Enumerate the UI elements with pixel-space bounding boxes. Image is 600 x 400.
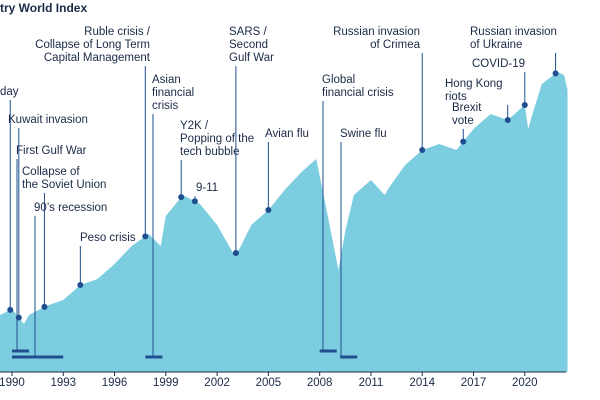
annotation-label: riots: [445, 91, 467, 103]
annotation: 90’s recession: [11, 202, 107, 359]
annotation-label: vote: [452, 115, 474, 127]
annotation-label: Second: [229, 39, 268, 51]
range-bar: [11, 349, 30, 353]
annotation-label: Collapse of: [22, 166, 80, 178]
annotation-label: Capital Management: [44, 52, 151, 64]
annotation-label: Popping of the: [180, 133, 254, 145]
chart-title: try World Index: [0, 1, 87, 15]
annotation-label: Collapse of Long Term: [35, 39, 150, 51]
event-dot: [552, 70, 559, 77]
event-dot: [521, 102, 528, 108]
annotation-label: COVID-19: [472, 58, 525, 70]
annotation: COVID-19: [472, 58, 528, 108]
x-tick-label: 1996: [102, 377, 128, 389]
event-dot: [191, 198, 198, 205]
range-bar: [11, 355, 64, 359]
annotation-label: Russian invasion: [333, 26, 420, 38]
event-dot: [77, 282, 84, 288]
annotation-label: 90’s recession: [34, 202, 107, 214]
annotation-label: Y2K /: [180, 120, 209, 132]
annotation-label: Russian invasion: [470, 26, 557, 38]
annotation: Peso crisis: [77, 232, 136, 288]
annotation-label: Avian flu: [265, 128, 309, 140]
event-dot: [7, 306, 14, 313]
annotation-label: SARS /: [229, 26, 268, 38]
x-tick-label: 2014: [409, 377, 435, 389]
event-dot: [504, 117, 511, 123]
x-tick-label: 2017: [461, 377, 487, 389]
annotation: 9-11: [191, 182, 218, 205]
x-tick-label: 1999: [153, 377, 179, 389]
annotation-label: day: [0, 86, 19, 98]
annotation-label: Asian: [152, 74, 181, 86]
x-tick-label: 2011: [359, 377, 384, 389]
annotation-label: of Crimea: [370, 39, 420, 51]
range-bar: [145, 355, 163, 359]
x-tick-label: 2008: [307, 377, 333, 389]
event-dot: [142, 233, 149, 240]
area: [0, 72, 568, 372]
annotation-label: Peso crisis: [80, 232, 136, 244]
annotation-label: the Soviet Union: [22, 179, 106, 191]
annotation: Kuwait invasion: [8, 114, 88, 321]
event-dot: [460, 138, 467, 145]
annotation-label: financial: [152, 87, 194, 99]
event-dot: [232, 250, 239, 256]
annotation-label: tech bubble: [180, 146, 239, 158]
annotation: day: [0, 86, 19, 313]
x-tick-label: 1993: [50, 377, 76, 389]
annotation-label: Ruble crisis /: [84, 26, 151, 38]
x-tick-label: 2020: [512, 377, 538, 389]
annotation-label: Gulf War: [229, 52, 274, 64]
x-tick-label: 2002: [204, 377, 230, 389]
annotation-label: Kuwait invasion: [8, 114, 88, 126]
annotation-label: First Gulf War: [16, 145, 87, 157]
annotation-label: Swine flu: [340, 128, 387, 140]
event-dot: [265, 207, 272, 213]
range-bar: [319, 349, 337, 353]
event-dot: [41, 303, 48, 310]
annotation-label: 9-11: [196, 182, 218, 194]
annotation: Avian flu: [265, 128, 309, 213]
annotation: Swine flu: [340, 128, 387, 359]
annotation-label: Brexit: [452, 102, 482, 114]
x-tick-label: 1990: [0, 377, 25, 389]
annotation-label: of Ukraine: [470, 39, 522, 51]
annotation: Ruble crisis /Collapse of Long TermCapit…: [35, 26, 151, 240]
annotation-label: Global: [322, 74, 355, 86]
annotation: First Gulf War: [11, 145, 87, 353]
event-dot: [419, 147, 426, 153]
annotation-label: crisis: [152, 100, 178, 112]
annotation-label: financial crisis: [322, 87, 394, 99]
annotation-label: Hong Kong: [445, 78, 503, 90]
event-dot: [178, 194, 185, 201]
range-bar: [340, 355, 358, 359]
x-tick-label: 2005: [256, 377, 282, 389]
